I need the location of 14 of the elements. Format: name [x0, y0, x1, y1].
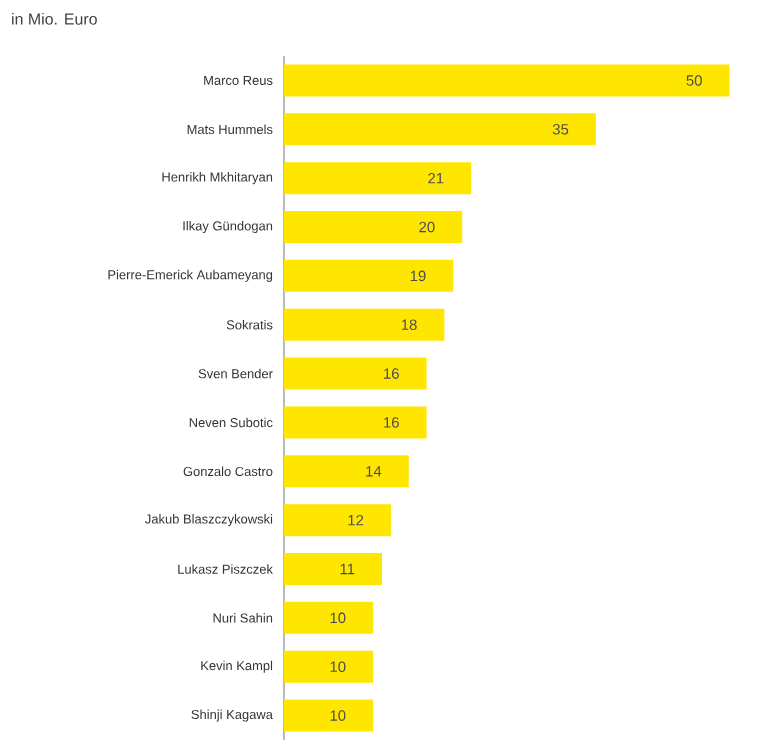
bar — [284, 357, 427, 390]
bar — [284, 406, 427, 439]
bar — [284, 504, 391, 537]
bar — [284, 699, 374, 732]
bar — [284, 259, 454, 292]
bar — [284, 113, 596, 146]
bar — [284, 162, 472, 195]
bar — [284, 553, 383, 586]
bar — [284, 455, 409, 488]
bar — [284, 601, 374, 634]
bar — [284, 650, 374, 683]
bar — [284, 64, 730, 97]
bar — [284, 308, 445, 341]
bar — [284, 211, 463, 244]
